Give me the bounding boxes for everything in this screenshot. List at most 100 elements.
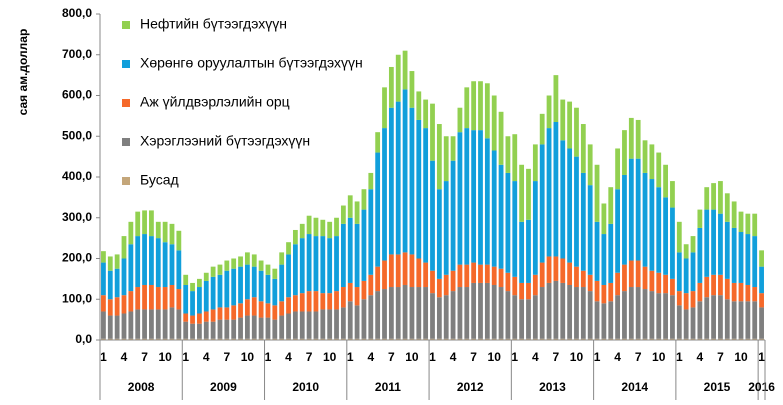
bar-segment: [450, 291, 456, 339]
bar-segment: [635, 260, 641, 288]
bar-segment: [670, 278, 675, 296]
bar-segment: [553, 280, 559, 339]
bar-segment: [690, 291, 696, 308]
bar-segment: [244, 264, 250, 300]
bar-segment: [409, 254, 415, 288]
bar-segment: [190, 323, 195, 339]
bar-segment: [539, 287, 545, 339]
bar-segment: [251, 315, 257, 339]
bar-segment: [649, 144, 655, 180]
bar-segment: [574, 287, 579, 339]
bar-segment: [210, 338, 216, 340]
bar-segment: [423, 338, 429, 340]
bar-segment: [464, 338, 470, 340]
bar-segment: [745, 284, 751, 302]
bar-segment: [738, 338, 744, 340]
bar-segment: [752, 213, 758, 237]
bar-segment: [615, 189, 621, 273]
bar-segment: [197, 338, 202, 340]
bar-segment: [135, 236, 141, 288]
bar-segment: [101, 251, 106, 263]
bar-segment: [409, 71, 415, 108]
bar-segment: [539, 262, 545, 288]
y-tick-label: 100,0: [62, 291, 92, 305]
year-label: 2008: [128, 380, 155, 394]
bar-segment: [718, 181, 723, 214]
bar-segment: [697, 282, 703, 302]
bar-segment: [704, 187, 710, 210]
bar-segment: [532, 274, 538, 296]
bar-segment: [238, 256, 243, 267]
bar-segment: [443, 338, 449, 340]
bar-segment: [101, 295, 106, 312]
bar-segment: [697, 338, 703, 340]
x-tick-label: 1: [182, 350, 189, 364]
bar-segment: [197, 323, 202, 339]
bar-segment: [107, 270, 113, 300]
bar-segment: [615, 338, 621, 340]
bar-segment: [361, 209, 367, 281]
bar-segment: [292, 229, 298, 245]
bar-segment: [539, 144, 545, 263]
bar-segment: [416, 91, 422, 120]
bar-segment: [450, 338, 456, 340]
year-label: 2013: [539, 380, 566, 394]
bar-segment: [361, 280, 367, 300]
x-tick-label: 4: [450, 350, 457, 364]
bar-segment: [587, 185, 593, 275]
bar-segment: [718, 274, 723, 296]
x-tick-label: 7: [470, 350, 477, 364]
bar-segment: [567, 284, 573, 339]
bar-segment: [608, 301, 614, 339]
bar-segment: [587, 338, 593, 340]
bar-segment: [334, 217, 339, 237]
bar-segment: [299, 293, 305, 312]
bar-segment: [327, 338, 333, 340]
bar-segment: [265, 303, 271, 318]
bar-segment: [149, 210, 154, 237]
bar-segment: [176, 230, 182, 251]
bar-segment: [251, 338, 257, 340]
bar-segment: [197, 278, 202, 288]
bar-segment: [484, 83, 490, 139]
bar-segment: [663, 274, 668, 294]
x-tick-label: 7: [717, 350, 724, 364]
bar-segment: [121, 236, 127, 259]
bar-segment: [354, 223, 360, 288]
bar-segment: [292, 244, 298, 296]
bar-segment: [231, 258, 237, 269]
bar-segment: [484, 138, 490, 265]
bar-segment: [183, 284, 189, 314]
bar-segment: [752, 236, 758, 288]
bar-segment: [423, 99, 429, 129]
bar-segment: [128, 244, 134, 292]
legend-label: Хөрөнгө оруулалтын бүтээгдэхүүн: [140, 55, 363, 71]
bar-segment: [759, 266, 764, 294]
bar-segment: [149, 236, 154, 285]
bar-segment: [457, 338, 463, 340]
bar-segment: [375, 338, 381, 340]
legend-swatch: [122, 138, 130, 146]
bar-segment: [498, 268, 504, 288]
x-tick-label: 7: [141, 350, 148, 364]
bar-segment: [347, 301, 353, 339]
bar-segment: [471, 262, 477, 283]
bar-segment: [203, 338, 209, 340]
bar-segment: [532, 295, 538, 339]
bar-segment: [450, 136, 456, 161]
bar-segment: [436, 278, 442, 298]
bar-segment: [478, 282, 483, 339]
year-label: 2015: [704, 380, 731, 394]
bar-segment: [628, 117, 634, 159]
bar-segment: [395, 254, 401, 288]
bar-segment: [491, 150, 497, 267]
bar-segment: [430, 270, 435, 294]
bar-segment: [162, 221, 168, 243]
bar-segment: [471, 130, 477, 263]
bar-segment: [176, 250, 182, 290]
x-tick-label: 10: [158, 350, 172, 364]
bar-segment: [388, 66, 394, 108]
bar-segment: [704, 276, 710, 298]
bar-segment: [368, 338, 374, 340]
bar-segment: [149, 309, 154, 339]
